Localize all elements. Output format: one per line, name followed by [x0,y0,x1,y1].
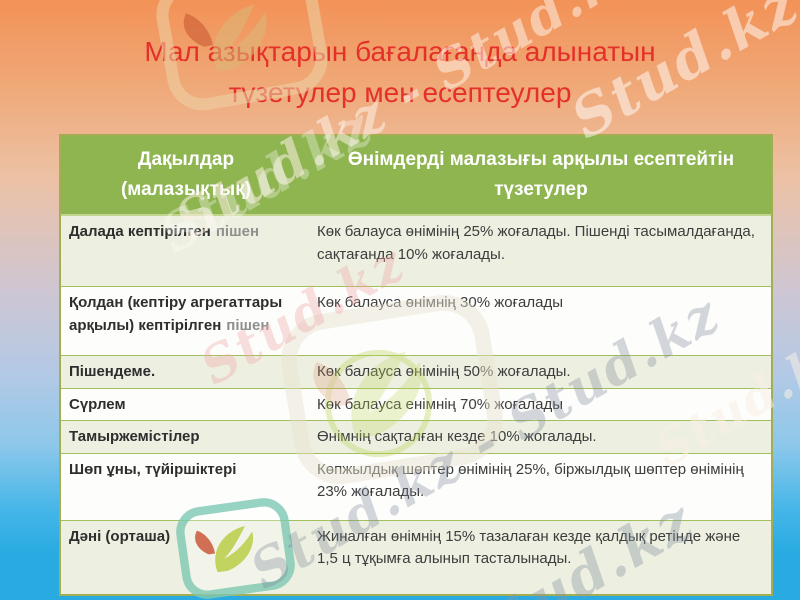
feed-name-cell: Пішендеме. [61,356,311,388]
feed-note: пішен [215,223,260,240]
header-cell-corrections: Өнімдерді малазығы арқылы есептейтін түз… [311,141,771,210]
correction-cell: Көк балауса өнімінің 50% жоғалады. [317,363,571,380]
correction-cell: Көпжылдық шөптер өнімінің 25%, біржылдық… [317,460,744,501]
table-row: Тамыржемістілер Өнімнің сақталған кезде … [61,420,771,453]
table-row: Шөп ұны, түйіршіктері Көпжылдық шөптер ө… [61,452,771,520]
feed-name: Сүрлем [69,395,126,413]
table-row: Пішендеме. Көк балауса өнімінің 50% жоға… [61,355,771,388]
slide-title: Мал азықтарын бағалағанда алынатын түзет… [144,36,656,108]
feed-name: Пішендеме. [69,363,156,380]
feed-name: Шөп ұны, түйіршіктері [69,460,237,478]
feed-name: Қолдан (кептіру агрегаттары арқылы) кепт… [69,294,283,334]
table-header-row: Дақылдар (малазықтық) Өнімдерді малазығы… [61,136,771,214]
feed-name: Дәні (орташа) [69,527,171,545]
feed-name-cell: Шөп ұны, түйіршіктері [61,454,311,520]
feed-name-cell: Дәні (орташа) [61,521,311,594]
correction-cell: Көк балауса өнімінің 25% жоғалады. Пішен… [317,223,755,263]
table-row: Қолдан (кептіру агрегаттары арқылы) кепт… [61,286,771,355]
correction-cell: Көк балауса енімнің 70% жоғалады [317,395,564,413]
correction-cell: Жиналған өнімнің 15% тазалаған кезде қал… [317,527,741,568]
feed-name: Далада кептірілген [69,223,211,240]
feed-note: пішен [226,316,270,334]
feed-corrections-table: Дақылдар (малазықтық) Өнімдерді малазығы… [59,134,773,596]
table-row: Далада кептірілген пішен Көк балауса өнім… [61,214,771,286]
header-cell-crops: Дақылдар (малазықтық) [61,141,311,210]
correction-cell: Өнімнің сақталған кезде 10% жогалады. [317,428,597,445]
slide-title-block: Мал азықтарын бағалағанда алынатын түзет… [0,32,800,113]
feed-name-cell: Далада кептірілген пішен [61,216,311,286]
feed-name: Тамыржемістілер [69,428,200,445]
header-crops-label: Дақылдар (малазықтық) [120,148,252,200]
table-row: Сүрлем Көк балауса енімнің 70% жоғалады [61,387,771,421]
correction-cell: Көк балауса өнімнің 30% жоғалады [317,294,564,311]
header-corrections-label: Өнімдерді малазығы арқылы есептейтін түз… [347,148,735,200]
feed-name-cell: Тамыржемістілер [61,421,311,453]
feed-name-cell: Қолдан (кептіру агрегаттары арқылы) кепт… [61,287,311,355]
feed-name-cell: Сүрлем [61,389,311,421]
table-row: Дәні (орташа) Жиналған өнімнің 15% тазал… [61,519,771,594]
